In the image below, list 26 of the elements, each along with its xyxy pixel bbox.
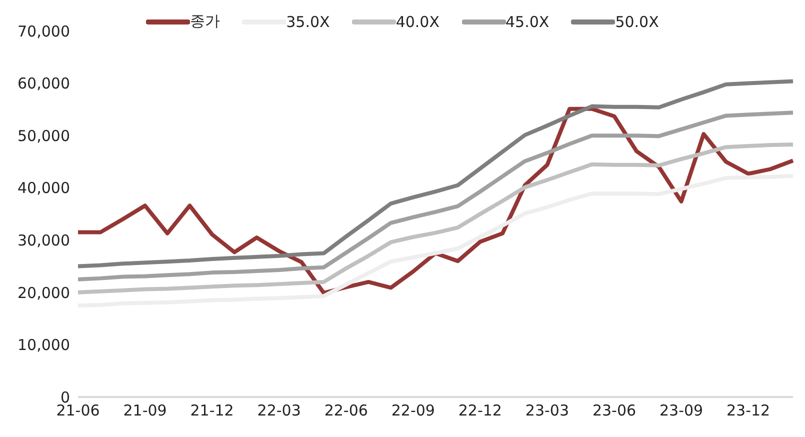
legend-label: 50.0X — [615, 12, 659, 30]
y-tick-label: 60,000 — [18, 74, 70, 93]
legend-label: 40.0X — [396, 12, 440, 30]
line-series — [76, 79, 795, 268]
x-tick-label: 21-09 — [123, 402, 167, 420]
y-tick-label: 20,000 — [18, 284, 70, 302]
y-tick-label: 10,000 — [18, 336, 70, 354]
y-tick-label: 30,000 — [18, 231, 70, 250]
line-series — [76, 142, 795, 294]
x-tick-label: 23-09 — [659, 402, 704, 420]
x-tick-label: 21-12 — [190, 402, 234, 420]
x-tick-label: 22-09 — [391, 402, 435, 420]
x-tick-label: 21-06 — [56, 402, 100, 420]
legend-label: 종가 — [190, 12, 220, 31]
legend-label: 35.0X — [286, 12, 330, 30]
y-tick-label: 40,000 — [18, 179, 70, 198]
x-tick-label: 22-03 — [257, 402, 301, 420]
x-tick-label: 23-03 — [525, 402, 570, 420]
line-series — [76, 174, 795, 308]
legend-label: 45.0X — [506, 12, 550, 30]
x-tick-label: 23-06 — [592, 402, 636, 420]
y-tick-label: 50,000 — [18, 126, 70, 145]
x-tick-label: 22-06 — [324, 402, 368, 420]
y-tick-label: 70,000 — [18, 22, 70, 40]
x-tick-label: 22-12 — [458, 402, 502, 420]
x-tick-label: 23-12 — [726, 402, 770, 420]
